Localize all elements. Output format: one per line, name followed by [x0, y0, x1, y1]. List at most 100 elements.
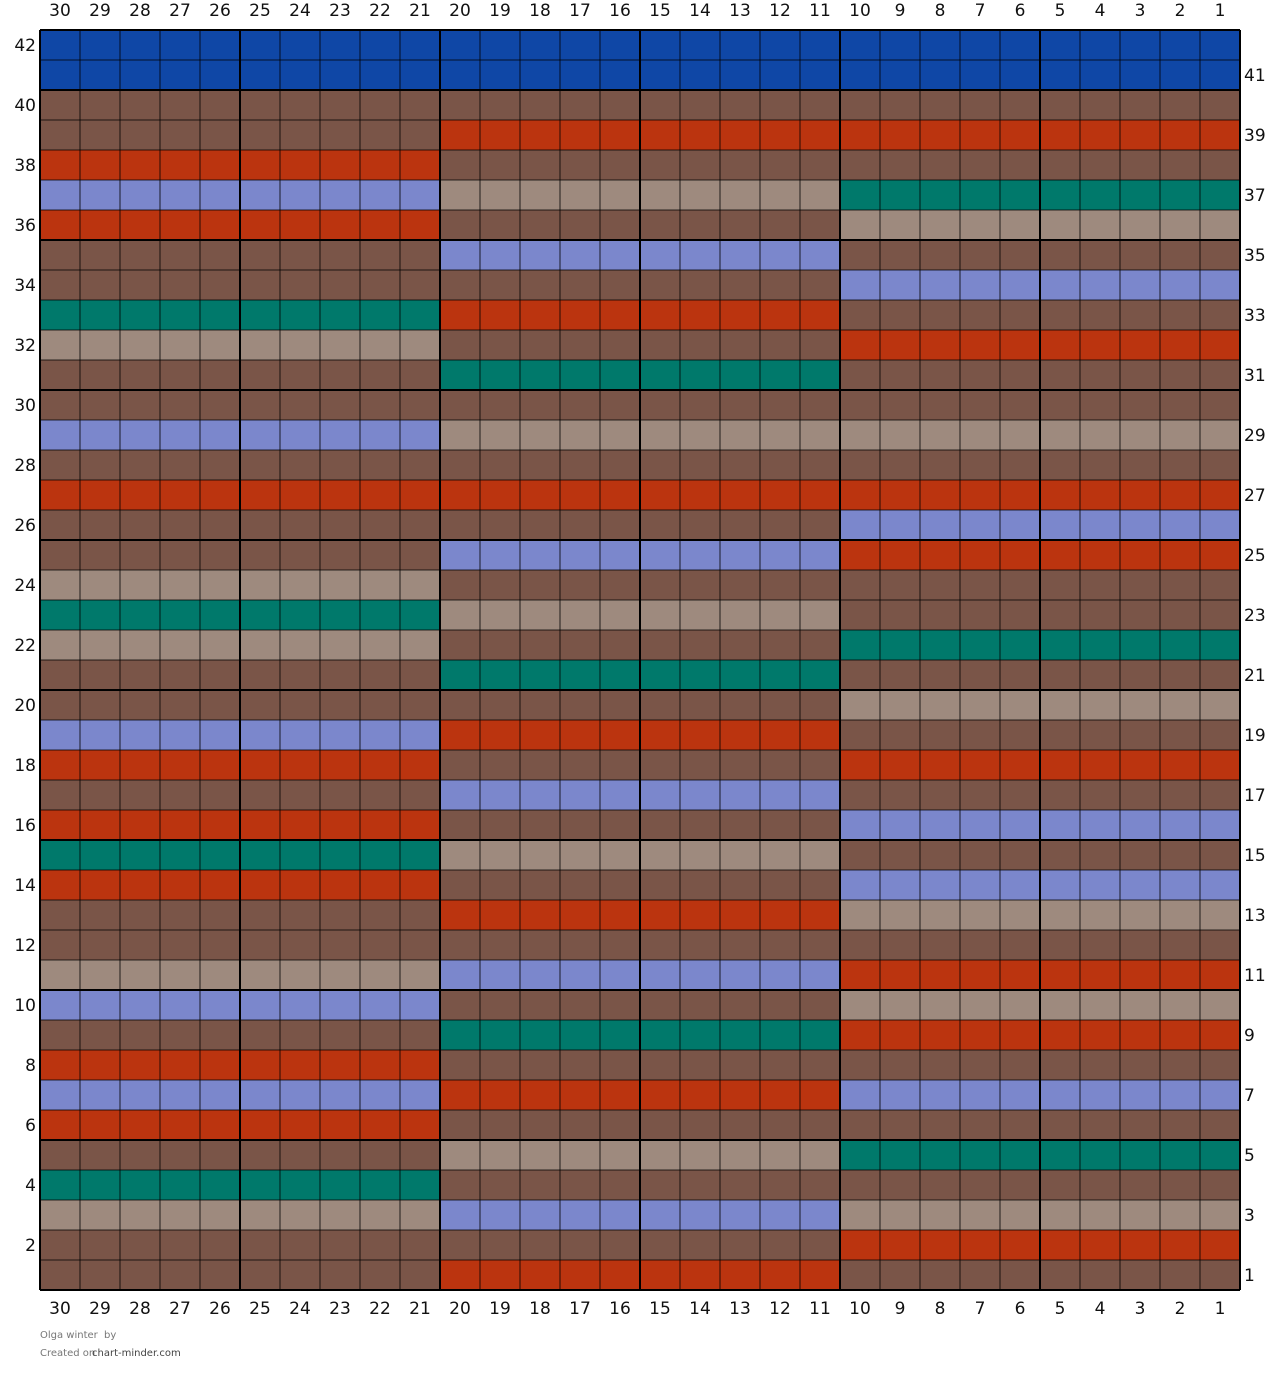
column-number: 4 [1095, 1299, 1106, 1319]
row-number: 24 [14, 576, 36, 596]
row-number: 20 [14, 696, 36, 716]
column-number: 25 [249, 1, 271, 21]
row-number: 16 [14, 816, 36, 836]
column-number: 16 [609, 1299, 631, 1319]
row-number: 6 [25, 1116, 36, 1136]
row-number: 38 [14, 156, 36, 176]
column-number: 9 [895, 1299, 906, 1319]
row-number: 41 [1244, 66, 1266, 86]
row-number: 34 [14, 276, 36, 296]
grid [39, 29, 1241, 1291]
column-number: 19 [489, 1299, 511, 1319]
row-number: 18 [14, 756, 36, 776]
row-number: 11 [1244, 966, 1266, 986]
column-number: 8 [935, 1299, 946, 1319]
column-number: 10 [849, 1, 871, 21]
row-number: 28 [14, 456, 36, 476]
row-number: 3 [1244, 1206, 1255, 1226]
column-number: 4 [1095, 1, 1106, 21]
column-number: 23 [329, 1299, 351, 1319]
column-number: 3 [1135, 1299, 1146, 1319]
row-number: 2 [25, 1236, 36, 1256]
column-number: 2 [1175, 1299, 1186, 1319]
column-number: 20 [449, 1299, 471, 1319]
row-number: 31 [1244, 366, 1266, 386]
row-number: 8 [25, 1056, 36, 1076]
column-number: 13 [729, 1, 751, 21]
column-number: 30 [49, 1299, 71, 1319]
row-number: 35 [1244, 246, 1266, 266]
row-number: 14 [14, 876, 36, 896]
column-number: 25 [249, 1299, 271, 1319]
column-number: 21 [409, 1, 431, 21]
row-number: 26 [14, 516, 36, 536]
column-number: 3 [1135, 1, 1146, 21]
row-number: 36 [14, 216, 36, 236]
column-number: 10 [849, 1299, 871, 1319]
row-number: 27 [1244, 486, 1266, 506]
row-number: 19 [1244, 726, 1266, 746]
column-number: 26 [209, 1, 231, 21]
row-number: 37 [1244, 186, 1266, 206]
column-number: 20 [449, 1, 471, 21]
column-number: 16 [609, 1, 631, 21]
row-number: 39 [1244, 126, 1266, 146]
column-number: 17 [569, 1299, 591, 1319]
column-number: 12 [769, 1299, 791, 1319]
column-number: 5 [1055, 1, 1066, 21]
column-number: 22 [369, 1299, 391, 1319]
column-number: 6 [1015, 1299, 1026, 1319]
row-number: 15 [1244, 846, 1266, 866]
created-text: Created on [40, 1348, 95, 1359]
row-number: 4 [25, 1176, 36, 1196]
row-number: 12 [14, 936, 36, 956]
column-number: 21 [409, 1299, 431, 1319]
row-number: 30 [14, 396, 36, 416]
labels: 4241403938373635343332313029282726252423… [14, 1, 1265, 1319]
column-number: 11 [809, 1299, 831, 1319]
column-number: 18 [529, 1299, 551, 1319]
column-number: 29 [89, 1, 111, 21]
column-number: 14 [689, 1, 711, 21]
row-number: 32 [14, 336, 36, 356]
column-number: 24 [289, 1, 311, 21]
row-number: 5 [1244, 1146, 1255, 1166]
column-number: 12 [769, 1, 791, 21]
row-number: 13 [1244, 906, 1266, 926]
column-number: 22 [369, 1, 391, 21]
by-text: by [104, 1330, 116, 1341]
row-number: 23 [1244, 606, 1266, 626]
column-number: 26 [209, 1299, 231, 1319]
column-number: 11 [809, 1, 831, 21]
column-number: 15 [649, 1, 671, 21]
row-number: 7 [1244, 1086, 1255, 1106]
site-link[interactable]: chart-minder.com [92, 1348, 181, 1359]
column-number: 13 [729, 1299, 751, 1319]
column-number: 23 [329, 1, 351, 21]
row-number: 9 [1244, 1026, 1255, 1046]
column-number: 17 [569, 1, 591, 21]
column-number: 1 [1215, 1, 1226, 21]
column-number: 14 [689, 1299, 711, 1319]
row-number: 17 [1244, 786, 1266, 806]
column-number: 15 [649, 1299, 671, 1319]
row-number: 40 [14, 96, 36, 116]
column-number: 30 [49, 1, 71, 21]
row-number: 22 [14, 636, 36, 656]
column-number: 28 [129, 1299, 151, 1319]
column-number: 5 [1055, 1299, 1066, 1319]
column-number: 19 [489, 1, 511, 21]
column-number: 27 [169, 1, 191, 21]
column-number: 7 [975, 1299, 986, 1319]
column-number: 7 [975, 1, 986, 21]
row-number: 33 [1244, 306, 1266, 326]
column-number: 27 [169, 1299, 191, 1319]
column-number: 9 [895, 1, 906, 21]
chart-name: Olga winter [40, 1330, 99, 1341]
column-number: 8 [935, 1, 946, 21]
row-number: 1 [1244, 1266, 1255, 1286]
column-number: 18 [529, 1, 551, 21]
column-number: 2 [1175, 1, 1186, 21]
